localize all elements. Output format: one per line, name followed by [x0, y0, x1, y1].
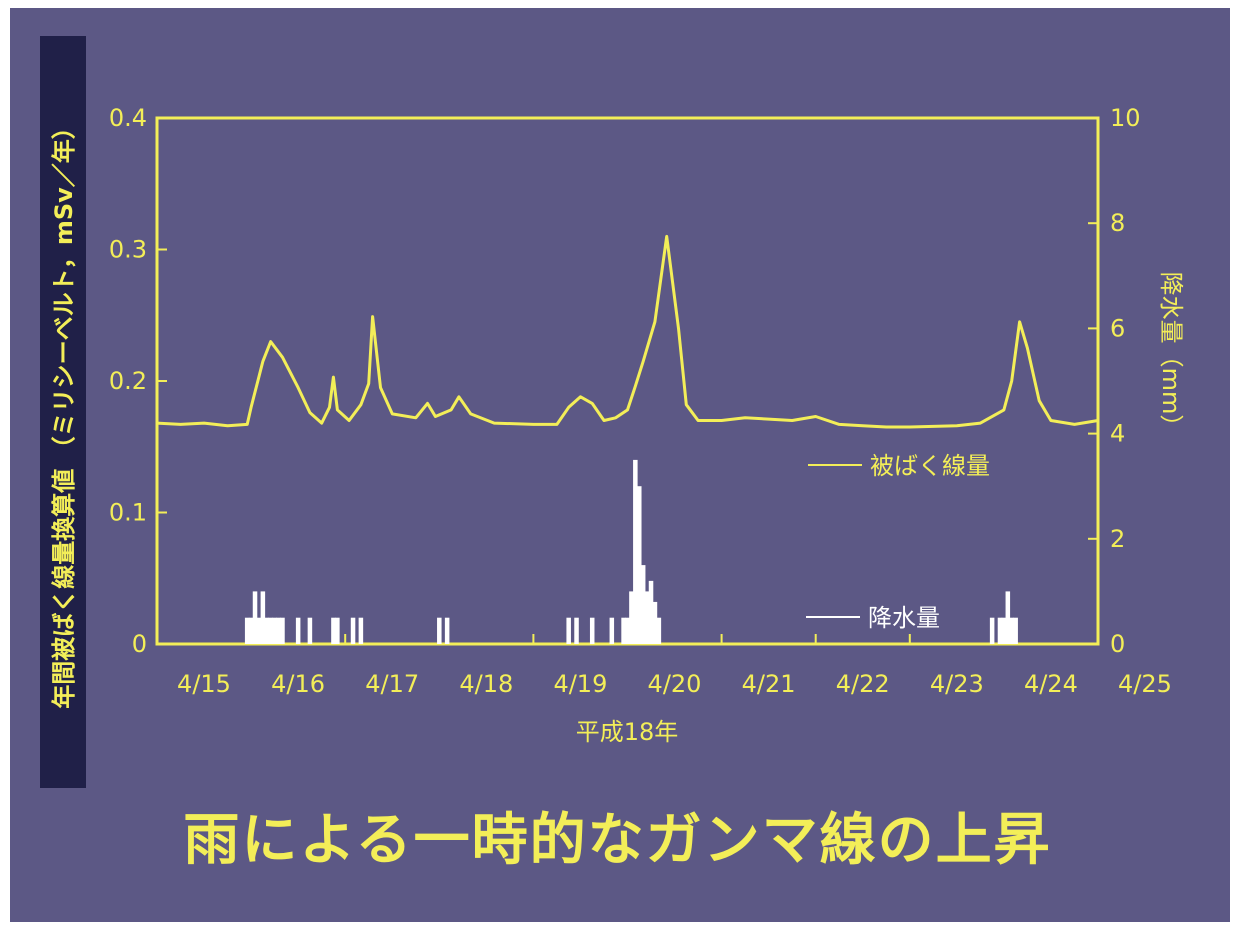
- rain-bar: [566, 617, 571, 644]
- rain-bar: [1013, 617, 1018, 644]
- rain-bar: [276, 617, 281, 644]
- rain-bar: [656, 617, 662, 644]
- y-left-tick-label: 0.3: [109, 236, 147, 264]
- slide-caption: 雨による一時的なガンマ線の上昇: [183, 808, 1052, 873]
- x-axis-ticks: 4/15 4/16 4/17 4/18 4/19 4/20 4/21 4/22 4/23 4/24…: [156, 634, 1172, 698]
- y-right-tick-label: 6: [1110, 314, 1125, 342]
- rain-bar: [248, 617, 254, 644]
- rain-bar: [307, 617, 313, 644]
- rain-bar: [633, 459, 638, 644]
- rain-bar: [260, 591, 266, 644]
- rain-bar: [244, 617, 250, 644]
- rain-bar: [609, 617, 615, 644]
- rain-bar: [268, 617, 273, 644]
- rain-bar: [640, 565, 646, 644]
- rain-bar: [574, 617, 579, 644]
- rain-bar: [648, 580, 654, 644]
- rain-bar: [358, 617, 364, 644]
- rain-bar: [625, 617, 630, 644]
- rain-bar: [256, 617, 262, 644]
- y-left-tick-label: 0: [132, 630, 147, 658]
- rain-bar: [335, 617, 340, 644]
- rain-bar: [252, 591, 258, 644]
- x-tick-label: 4/23: [930, 670, 984, 698]
- y-left-tick-label: 0.4: [109, 104, 147, 132]
- rain-bar: [652, 601, 658, 644]
- y-axis-left-label: 年間被ばく線量換算値 （ミリシーベルト，mSv／年）: [50, 115, 78, 709]
- left-axis-label-panel: [40, 36, 86, 788]
- rain-series: [244, 459, 1018, 644]
- rain-bar: [295, 617, 301, 644]
- rain-bar: [629, 591, 634, 644]
- x-tick-label: 4/19: [553, 670, 607, 698]
- rain-bar: [331, 617, 336, 644]
- x-tick-label: 4/20: [648, 670, 702, 698]
- rain-bar: [1001, 617, 1007, 644]
- rain-bar: [644, 591, 650, 644]
- x-tick-label: 4/21: [742, 670, 796, 698]
- legend: 被ばく線量 降水量: [806, 452, 990, 632]
- legend-rain-label: 降水量: [868, 604, 940, 632]
- x-tick-label: 4/16: [271, 670, 325, 698]
- y-left-tick-label: 0.1: [109, 499, 147, 527]
- y-right-tick-label: 4: [1110, 420, 1125, 448]
- rain-bar: [997, 617, 1003, 644]
- x-tick-label: 4/15: [177, 670, 231, 698]
- rain-bar: [1009, 617, 1015, 644]
- x-axis-label: 平成18年: [576, 718, 679, 746]
- rain-bar: [589, 617, 595, 644]
- y-right-tick-label: 2: [1110, 525, 1125, 553]
- y-right-tick-label: 8: [1110, 209, 1125, 237]
- x-tick-label: 4/24: [1024, 670, 1078, 698]
- y-axis-right-ticks: 0 2 4 6 8 10: [1088, 104, 1141, 658]
- rain-bar: [444, 617, 450, 644]
- y-right-tick-label: 10: [1110, 104, 1141, 132]
- plot-frame: [155, 116, 1100, 646]
- rain-bar: [621, 617, 626, 644]
- legend-dose-label: 被ばく線量: [870, 452, 990, 480]
- x-tick-label: 4/25: [1118, 670, 1172, 698]
- rain-bar: [280, 617, 285, 644]
- rain-bar: [264, 617, 270, 644]
- rain-bar: [989, 617, 995, 644]
- x-tick-label: 4/17: [365, 670, 419, 698]
- rain-bar: [350, 617, 356, 644]
- slide-background: [10, 8, 1230, 922]
- rain-bar: [272, 617, 277, 644]
- dose-series-line: [156, 234, 1099, 429]
- y-left-tick-label: 0.2: [109, 367, 147, 395]
- rain-bar: [1005, 591, 1011, 644]
- y-axis-right-label: 降水量（mm）: [1157, 272, 1185, 439]
- y-axis-left-ticks: 0 0.1 0.2 0.3 0.4: [109, 104, 167, 658]
- x-tick-label: 4/18: [459, 670, 513, 698]
- rain-bar: [637, 486, 642, 644]
- rain-bar: [437, 617, 442, 644]
- x-tick-label: 4/22: [836, 670, 890, 698]
- y-right-tick-label: 0: [1110, 630, 1125, 658]
